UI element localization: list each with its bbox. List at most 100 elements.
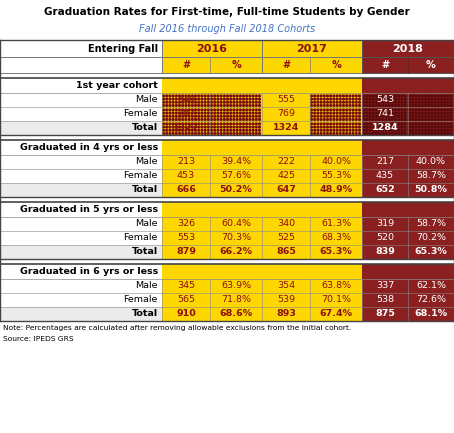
Circle shape	[346, 119, 348, 120]
Circle shape	[185, 126, 187, 128]
Circle shape	[211, 105, 212, 107]
Circle shape	[236, 109, 238, 111]
Circle shape	[182, 116, 183, 117]
Circle shape	[352, 112, 354, 114]
Circle shape	[259, 112, 261, 114]
Circle shape	[447, 129, 449, 131]
Bar	[262, 169, 310, 183]
Circle shape	[207, 98, 209, 100]
Circle shape	[320, 101, 322, 103]
Bar	[0, 279, 162, 293]
Circle shape	[182, 112, 183, 114]
Bar	[0, 293, 162, 307]
Circle shape	[323, 116, 325, 117]
Circle shape	[366, 112, 368, 114]
Circle shape	[404, 95, 406, 97]
Text: 875: 875	[375, 310, 395, 319]
Circle shape	[359, 105, 360, 107]
Circle shape	[192, 126, 193, 128]
Circle shape	[233, 119, 235, 120]
Circle shape	[333, 116, 335, 117]
Circle shape	[391, 129, 393, 131]
Circle shape	[333, 98, 335, 100]
Circle shape	[359, 129, 360, 131]
Circle shape	[311, 123, 312, 125]
Circle shape	[440, 105, 442, 107]
Circle shape	[349, 98, 351, 100]
Circle shape	[169, 98, 171, 100]
Circle shape	[204, 95, 206, 97]
Circle shape	[323, 126, 325, 128]
Circle shape	[444, 98, 445, 100]
Text: Total: Total	[132, 123, 158, 132]
Circle shape	[195, 105, 197, 107]
Circle shape	[372, 132, 374, 134]
Circle shape	[431, 98, 433, 100]
Text: 565: 565	[177, 295, 195, 304]
Circle shape	[314, 109, 316, 111]
Circle shape	[428, 112, 429, 114]
Circle shape	[388, 98, 390, 100]
Circle shape	[333, 109, 335, 111]
Bar	[210, 107, 262, 121]
Bar	[0, 217, 162, 231]
Circle shape	[230, 132, 232, 134]
Bar	[408, 107, 454, 121]
Circle shape	[195, 129, 197, 131]
Text: Female: Female	[123, 233, 158, 242]
Circle shape	[330, 98, 331, 100]
Circle shape	[346, 109, 348, 111]
Circle shape	[424, 98, 426, 100]
Circle shape	[437, 123, 439, 125]
Circle shape	[182, 98, 183, 100]
Bar	[362, 293, 408, 307]
Bar	[0, 307, 162, 321]
Circle shape	[249, 116, 251, 117]
Circle shape	[412, 126, 414, 128]
Circle shape	[379, 116, 380, 117]
Circle shape	[314, 119, 316, 120]
Bar	[408, 183, 454, 197]
Circle shape	[259, 132, 261, 134]
Circle shape	[192, 119, 193, 120]
Text: 70.1%: 70.1%	[321, 295, 351, 304]
Circle shape	[182, 105, 183, 107]
Circle shape	[175, 112, 177, 114]
Circle shape	[450, 105, 452, 107]
Circle shape	[207, 129, 209, 131]
Circle shape	[372, 123, 374, 125]
Circle shape	[382, 95, 384, 97]
Circle shape	[239, 101, 241, 103]
Circle shape	[340, 95, 341, 97]
Circle shape	[236, 101, 238, 103]
Circle shape	[363, 123, 365, 125]
Circle shape	[198, 116, 200, 117]
Circle shape	[444, 129, 445, 131]
Circle shape	[388, 129, 390, 131]
Circle shape	[447, 132, 449, 134]
Circle shape	[404, 119, 406, 120]
Circle shape	[336, 119, 338, 120]
Bar	[162, 155, 210, 169]
Circle shape	[227, 116, 228, 117]
Circle shape	[166, 98, 168, 100]
Circle shape	[444, 105, 445, 107]
Circle shape	[447, 95, 449, 97]
Circle shape	[326, 98, 328, 100]
Text: Note: Percentages are calculated after removing allowable exclusions from the in: Note: Percentages are calculated after r…	[3, 325, 351, 331]
Bar	[210, 155, 262, 169]
Text: 60.4%: 60.4%	[221, 220, 251, 229]
Circle shape	[404, 116, 406, 117]
Circle shape	[372, 95, 374, 97]
Circle shape	[172, 112, 174, 114]
Circle shape	[163, 105, 164, 107]
Circle shape	[326, 109, 328, 111]
Circle shape	[340, 129, 341, 131]
Circle shape	[333, 126, 335, 128]
Bar	[408, 293, 454, 307]
Bar	[162, 293, 210, 307]
Circle shape	[223, 116, 225, 117]
Circle shape	[185, 105, 187, 107]
Circle shape	[169, 95, 171, 97]
Circle shape	[166, 119, 168, 120]
